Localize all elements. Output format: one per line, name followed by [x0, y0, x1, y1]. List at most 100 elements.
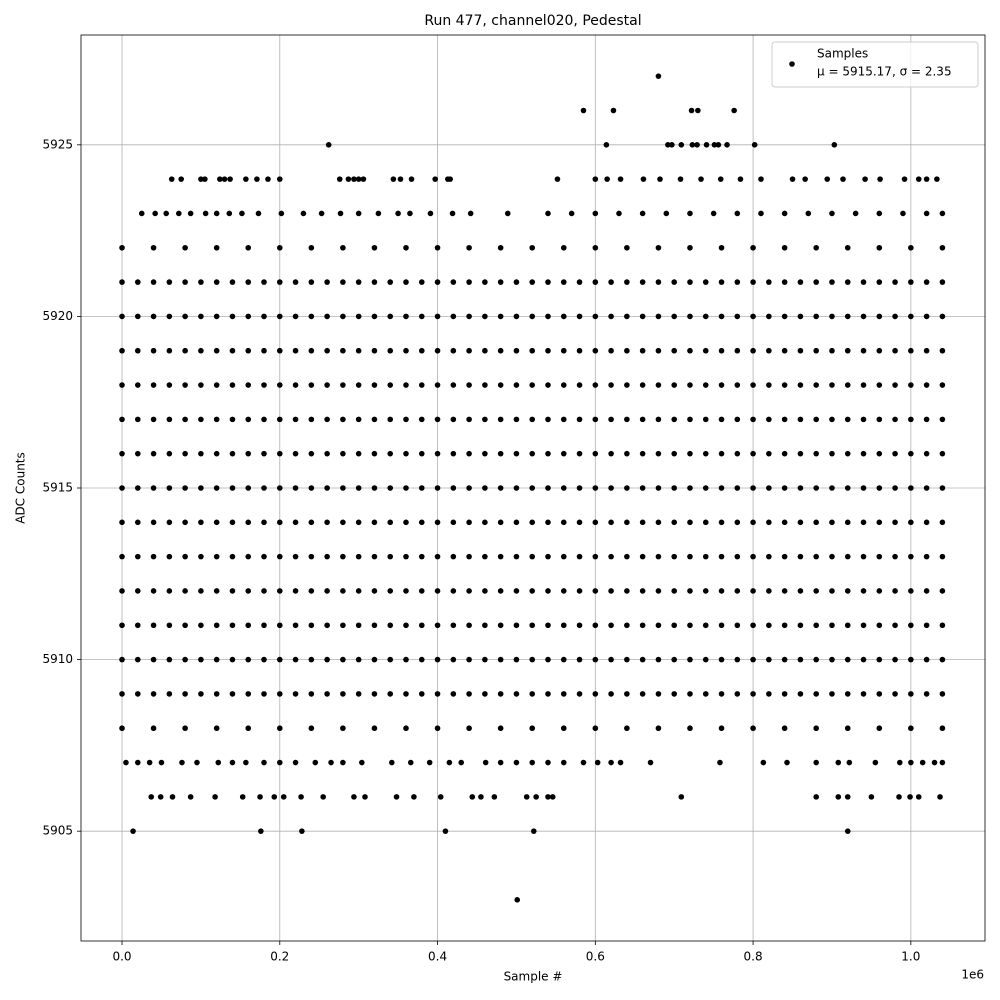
- data-point: [892, 485, 898, 491]
- data-point: [718, 244, 725, 251]
- data-point: [702, 347, 709, 354]
- data-point: [418, 416, 425, 423]
- data-point: [119, 588, 125, 594]
- data-point: [403, 519, 409, 526]
- data-point: [213, 210, 220, 217]
- data-point: [846, 759, 853, 766]
- data-point: [130, 828, 136, 834]
- data-point: [213, 450, 220, 457]
- data-point: [892, 656, 898, 663]
- data-point: [466, 588, 472, 594]
- data-point: [119, 450, 125, 457]
- data-point: [245, 553, 252, 560]
- data-point: [750, 519, 756, 526]
- data-point: [695, 107, 701, 114]
- data-point: [229, 588, 236, 594]
- data-point: [158, 759, 165, 766]
- x-axis-label: Sample #: [504, 970, 563, 984]
- data-point: [178, 176, 184, 182]
- data-point: [119, 416, 125, 423]
- data-point: [261, 759, 267, 766]
- data-point: [150, 279, 157, 285]
- data-point: [150, 519, 157, 526]
- data-point: [655, 416, 662, 423]
- data-point: [134, 588, 141, 594]
- data-point: [182, 485, 188, 491]
- data-point: [671, 656, 678, 663]
- data-point: [939, 416, 946, 423]
- data-point: [340, 347, 346, 354]
- data-point: [687, 279, 693, 285]
- data-point: [229, 759, 236, 766]
- data-point: [340, 553, 346, 560]
- data-point: [939, 279, 946, 285]
- data-point: [407, 210, 413, 217]
- data-point: [450, 416, 457, 423]
- data-point: [734, 382, 741, 388]
- data-point: [592, 485, 599, 491]
- data-point: [576, 588, 583, 594]
- y-tick-label: 5915: [42, 481, 73, 495]
- data-point: [781, 210, 788, 217]
- data-point: [466, 279, 472, 285]
- data-point: [592, 450, 599, 457]
- data-point: [939, 382, 946, 388]
- data-point: [198, 176, 204, 182]
- data-point: [655, 588, 662, 594]
- data-point: [450, 485, 457, 491]
- data-point: [872, 759, 879, 766]
- data-point: [624, 279, 630, 285]
- data-point: [182, 347, 188, 354]
- data-point: [844, 450, 851, 457]
- data-point: [387, 519, 394, 526]
- data-point: [418, 382, 425, 388]
- data-point: [434, 313, 441, 320]
- data-point: [639, 210, 646, 217]
- data-point: [355, 210, 362, 217]
- data-point: [434, 382, 441, 388]
- data-point: [687, 622, 693, 629]
- data-point: [513, 382, 520, 388]
- data-point: [119, 519, 125, 526]
- data-point: [150, 416, 157, 423]
- data-point: [292, 279, 299, 285]
- data-point: [923, 382, 930, 388]
- data-point: [497, 244, 504, 251]
- data-point: [375, 210, 382, 217]
- data-point: [829, 691, 835, 697]
- data-point: [299, 828, 305, 834]
- data-point: [388, 759, 395, 766]
- data-point: [702, 382, 709, 388]
- data-point: [371, 622, 378, 629]
- data-point: [491, 794, 498, 800]
- data-point: [844, 656, 851, 663]
- data-point: [497, 382, 504, 388]
- data-point: [198, 382, 204, 388]
- data-point: [325, 142, 332, 148]
- data-point: [766, 416, 772, 423]
- data-point: [308, 588, 315, 594]
- data-point: [166, 691, 173, 697]
- data-point: [134, 553, 141, 560]
- data-point: [150, 313, 157, 320]
- data-point: [434, 347, 441, 354]
- data-point: [371, 588, 378, 594]
- data-point: [166, 382, 173, 388]
- data-point: [876, 691, 883, 697]
- data-point: [797, 485, 804, 491]
- data-point: [702, 416, 709, 423]
- data-point: [497, 347, 504, 354]
- data-point: [529, 553, 536, 560]
- data-point: [276, 725, 283, 732]
- data-point: [608, 622, 614, 629]
- data-point: [119, 313, 125, 320]
- data-point: [261, 313, 267, 320]
- data-point: [860, 313, 867, 320]
- data-point: [655, 450, 662, 457]
- data-point: [678, 142, 685, 148]
- data-point: [908, 656, 914, 663]
- data-point: [702, 313, 709, 320]
- data-point: [580, 107, 587, 114]
- data-point: [166, 450, 173, 457]
- data-point: [908, 588, 914, 594]
